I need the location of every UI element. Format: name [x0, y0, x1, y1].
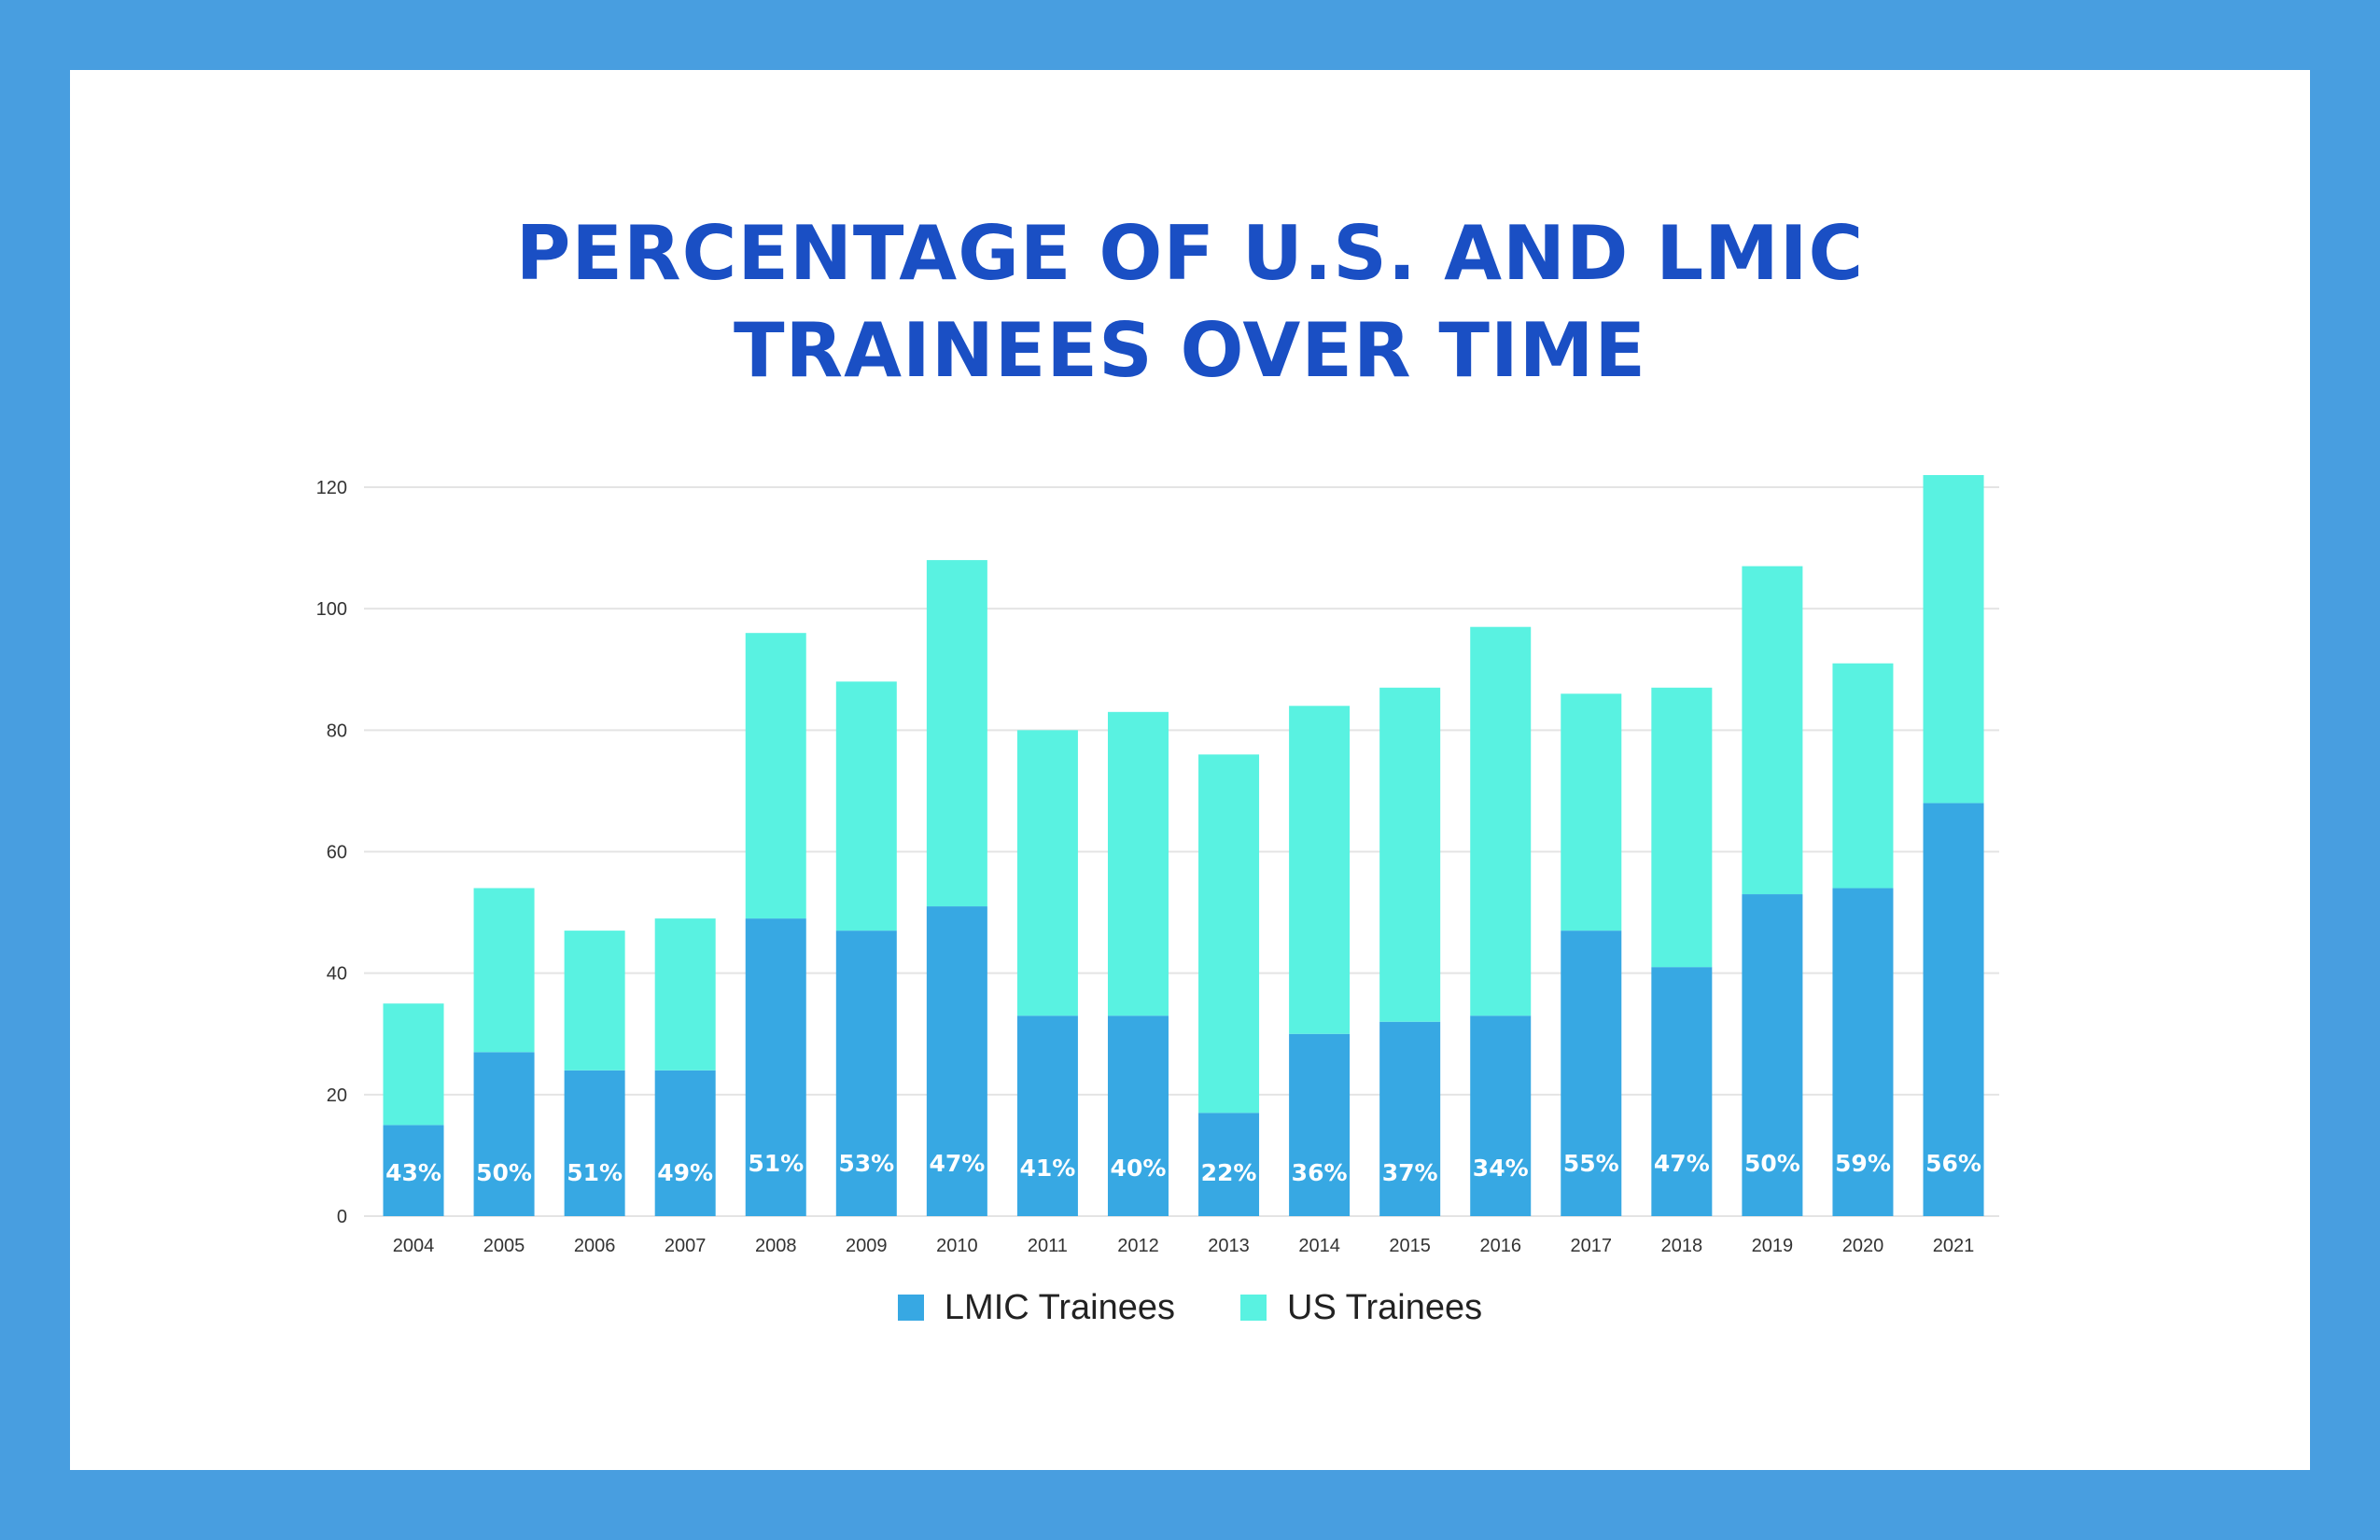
x-tick-label-2007: 2007 — [665, 1236, 707, 1256]
bar-lmic-2006 — [564, 1070, 625, 1216]
bar-lmic-2007 — [654, 1070, 716, 1216]
bar-lmic-2020 — [1832, 888, 1894, 1216]
chart-title: PERCENTAGE OF U.S. AND LMIC TRAINEES OVE… — [0, 205, 2380, 399]
bar-us-2011 — [1016, 730, 1078, 1016]
bar-lmic-2016 — [1470, 1015, 1532, 1216]
bar-lmic-2009 — [835, 931, 897, 1216]
bar-lmic-2011 — [1016, 1015, 1078, 1216]
x-tick-label-2013: 2013 — [1208, 1236, 1250, 1256]
bar-us-2015 — [1379, 687, 1441, 1022]
bar-us-2014 — [1289, 706, 1351, 1034]
y-tick-label-80: 80 — [327, 721, 347, 741]
bar-lmic-2018 — [1651, 967, 1713, 1216]
bar-us-2018 — [1651, 687, 1713, 968]
legend: LMIC Trainees US Trainees — [0, 1284, 2380, 1331]
bar-us-2008 — [745, 633, 806, 919]
x-tick-label-2014: 2014 — [1298, 1236, 1340, 1256]
x-tick-label-2005: 2005 — [483, 1236, 525, 1256]
bar-lmic-2021 — [1923, 803, 1984, 1216]
data-label-lmic-2010: 47% — [929, 1150, 985, 1177]
data-label-lmic-2005: 50% — [476, 1159, 532, 1186]
x-tick-label-2016: 2016 — [1479, 1236, 1521, 1256]
x-tick-label-2020: 2020 — [1842, 1236, 1884, 1256]
bar-us-2017 — [1561, 693, 1622, 931]
data-label-lmic-2008: 51% — [748, 1150, 804, 1177]
x-tick-label-2019: 2019 — [1752, 1236, 1794, 1256]
x-tick-label-2004: 2004 — [393, 1236, 435, 1256]
data-label-lmic-2017: 55% — [1563, 1150, 1619, 1177]
x-tick-label-2006: 2006 — [574, 1236, 616, 1256]
legend-label-lmic: LMIC Trainees — [944, 1287, 1175, 1327]
data-label-lmic-2011: 41% — [1019, 1155, 1075, 1182]
data-label-lmic-2019: 50% — [1744, 1150, 1800, 1177]
legend-swatch-us — [1240, 1295, 1267, 1321]
bar-lmic-2013 — [1198, 1113, 1260, 1216]
legend-swatch-lmic — [897, 1295, 924, 1321]
chart-title-line-2: TRAINEES OVER TIME — [733, 307, 1647, 394]
bar-lmic-2008 — [745, 918, 806, 1216]
legend-label-us: US Trainees — [1287, 1287, 1483, 1327]
x-tick-label-2021: 2021 — [1933, 1236, 1975, 1256]
bar-lmic-2015 — [1379, 1021, 1441, 1216]
bar-us-2019 — [1742, 566, 1803, 895]
bar-us-2020 — [1832, 663, 1894, 889]
data-label-lmic-2007: 49% — [657, 1159, 713, 1186]
data-label-lmic-2013: 22% — [1201, 1159, 1257, 1186]
y-tick-label-60: 60 — [327, 843, 347, 863]
data-label-lmic-2015: 37% — [1382, 1159, 1438, 1186]
x-tick-label-2008: 2008 — [755, 1236, 797, 1256]
data-label-lmic-2021: 56% — [1925, 1150, 1981, 1177]
bar-us-2006 — [564, 931, 625, 1071]
bar-lmic-2004 — [383, 1125, 444, 1216]
data-label-lmic-2012: 40% — [1111, 1155, 1167, 1182]
y-tick-label-40: 40 — [327, 964, 347, 985]
x-tick-label-2010: 2010 — [936, 1236, 978, 1256]
bar-lmic-2017 — [1561, 931, 1622, 1216]
bar-lmic-2012 — [1107, 1015, 1169, 1216]
legend-item-us: US Trainees — [1240, 1288, 1482, 1328]
bar-us-2007 — [654, 918, 716, 1071]
data-label-lmic-2018: 47% — [1654, 1150, 1710, 1177]
x-tick-label-2012: 2012 — [1117, 1236, 1159, 1256]
bar-lmic-2010 — [926, 906, 987, 1216]
data-label-lmic-2004: 43% — [385, 1159, 441, 1186]
bar-us-2021 — [1923, 474, 1984, 804]
y-tick-label-20: 20 — [327, 1085, 347, 1106]
x-tick-label-2015: 2015 — [1389, 1236, 1431, 1256]
stacked-bar-chart: 0 20 40 60 80 100 120 43% 2004 50% 2005 51% 2006 49% 2… — [316, 474, 1999, 1256]
bar-us-2016 — [1470, 626, 1532, 1016]
bar-us-2009 — [835, 681, 897, 931]
x-tick-label-2017: 2017 — [1571, 1236, 1613, 1256]
legend-item-lmic: LMIC Trainees — [897, 1287, 1175, 1328]
bar-lmic-2019 — [1742, 894, 1803, 1216]
bar-lmic-2014 — [1289, 1033, 1351, 1216]
x-tick-label-2011: 2011 — [1028, 1236, 1068, 1256]
x-tick-label-2018: 2018 — [1661, 1236, 1703, 1256]
x-tick-label-2009: 2009 — [846, 1236, 888, 1256]
data-label-lmic-2016: 34% — [1473, 1155, 1529, 1182]
chart-title-line-1: PERCENTAGE OF U.S. AND LMIC — [515, 210, 1865, 297]
data-label-lmic-2009: 53% — [838, 1150, 894, 1177]
bar-us-2010 — [926, 560, 987, 907]
y-tick-label-120: 120 — [316, 478, 347, 498]
y-tick-label-100: 100 — [316, 599, 347, 620]
data-label-lmic-2006: 51% — [567, 1159, 623, 1186]
y-tick-label-0: 0 — [337, 1207, 347, 1227]
data-label-lmic-2014: 36% — [1292, 1159, 1348, 1186]
bar-us-2012 — [1107, 711, 1169, 1016]
bar-us-2004 — [383, 1003, 444, 1126]
bar-lmic-2005 — [473, 1052, 535, 1216]
bar-us-2013 — [1198, 754, 1260, 1113]
data-label-lmic-2020: 59% — [1835, 1150, 1891, 1177]
bar-us-2005 — [473, 888, 535, 1053]
